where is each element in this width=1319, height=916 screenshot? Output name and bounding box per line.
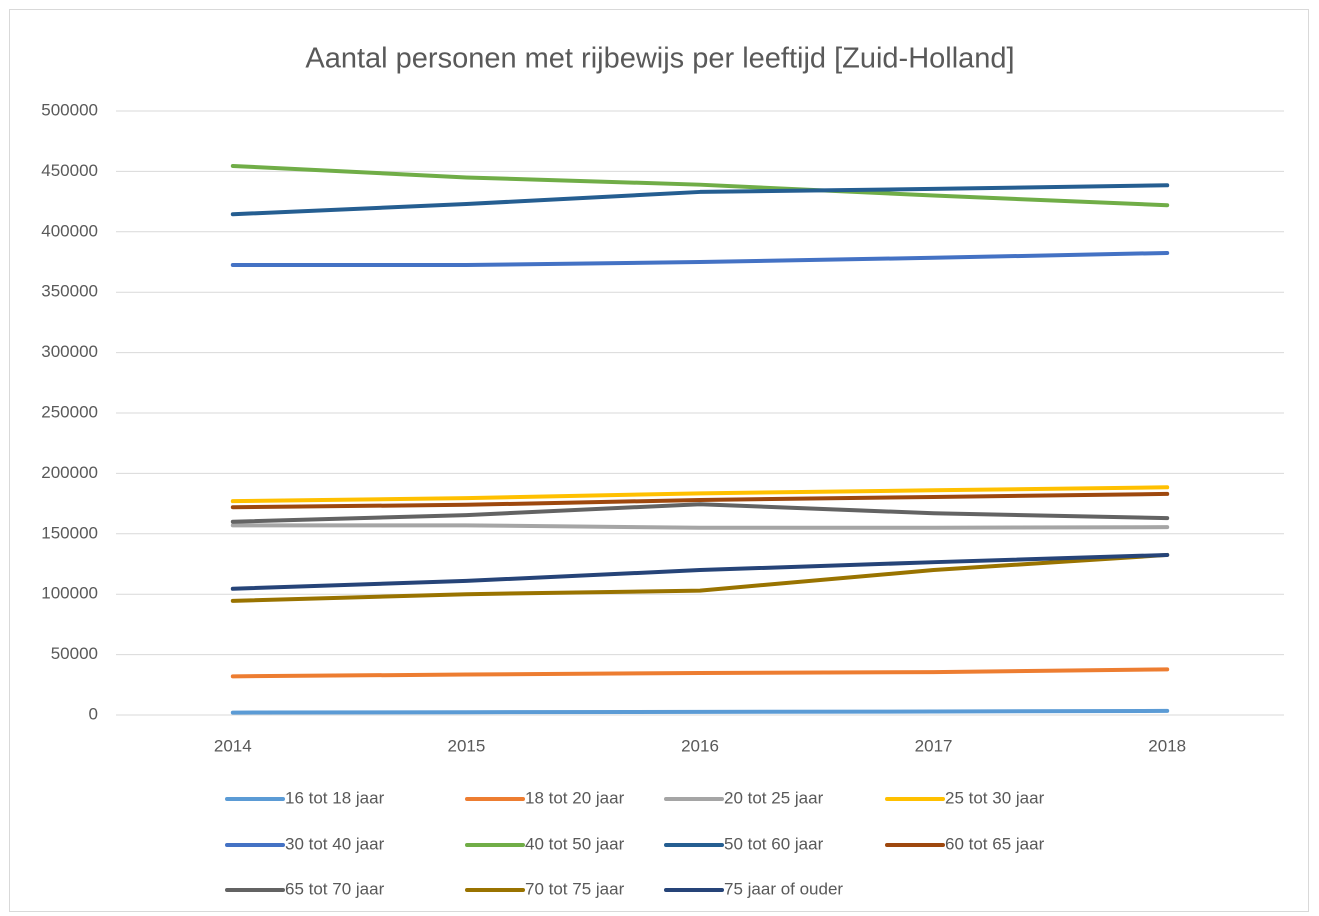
y-tick-label: 100000 xyxy=(41,584,98,603)
legend-label: 75 jaar of ouder xyxy=(724,879,843,898)
legend-label: 30 tot 40 jaar xyxy=(285,834,385,853)
x-tick-label: 2014 xyxy=(214,736,252,755)
legend-label: 18 tot 20 jaar xyxy=(525,788,625,807)
legend-label: 20 tot 25 jaar xyxy=(724,788,824,807)
series-line xyxy=(230,163,1170,208)
y-tick-label: 150000 xyxy=(41,523,98,542)
y-tick-label: 300000 xyxy=(41,342,98,361)
series-line xyxy=(230,485,1170,504)
series-line xyxy=(230,250,1170,268)
y-tick-label: 350000 xyxy=(41,282,98,301)
legend-label: 40 tot 50 jaar xyxy=(525,834,625,853)
legend-label: 70 tot 75 jaar xyxy=(525,879,625,898)
series-line xyxy=(230,708,1170,715)
chart-title: Aantal personen met rijbewijs per leefti… xyxy=(305,43,1014,75)
y-tick-label: 250000 xyxy=(41,402,98,421)
series-line xyxy=(230,183,1170,217)
y-tick-label: 200000 xyxy=(41,463,98,482)
y-tick-label: 50000 xyxy=(51,644,98,663)
x-tick-label: 2015 xyxy=(447,736,485,755)
series-line xyxy=(230,502,1170,524)
legend-label: 50 tot 60 jaar xyxy=(724,834,824,853)
legend-label: 60 tot 65 jaar xyxy=(945,834,1045,853)
series-line xyxy=(230,667,1170,679)
y-tick-label: 0 xyxy=(89,704,98,723)
series-line xyxy=(230,552,1170,603)
legend-label: 25 tot 30 jaar xyxy=(945,788,1045,807)
series-line xyxy=(230,552,1170,591)
legend-label: 16 tot 18 jaar xyxy=(285,788,385,807)
y-tick-label: 500000 xyxy=(41,100,98,119)
y-tick-label: 450000 xyxy=(41,161,98,180)
x-tick-label: 2017 xyxy=(915,736,953,755)
x-tick-label: 2018 xyxy=(1148,736,1186,755)
chart-border xyxy=(9,9,1309,912)
series-line xyxy=(230,491,1170,510)
legend-label: 65 tot 70 jaar xyxy=(285,879,385,898)
series-line xyxy=(230,523,1170,530)
y-tick-label: 400000 xyxy=(41,221,98,240)
x-tick-label: 2016 xyxy=(681,736,719,755)
